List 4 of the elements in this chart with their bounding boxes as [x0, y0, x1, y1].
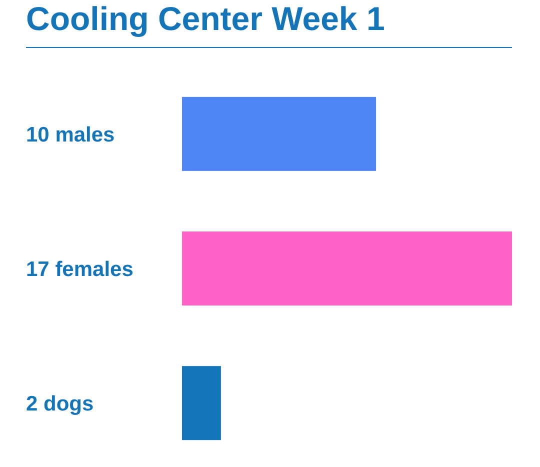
y-tick-label: 10 males — [26, 123, 115, 146]
y-tick-label: 2 dogs — [26, 392, 94, 416]
y-tick-label: 17 females — [26, 258, 134, 281]
chart-title: Cooling Center Week 1 — [26, 0, 385, 37]
